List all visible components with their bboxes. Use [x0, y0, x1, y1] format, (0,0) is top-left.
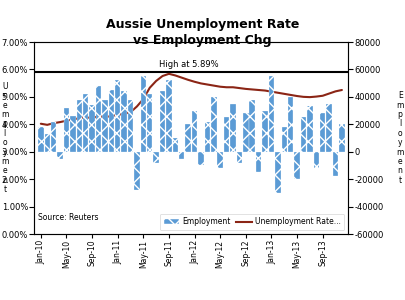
Bar: [211, 97, 217, 152]
Bar: [237, 152, 242, 163]
Bar: [90, 105, 95, 152]
Text: High at 5.89%: High at 5.89%: [159, 60, 218, 69]
Bar: [134, 152, 140, 190]
Bar: [288, 97, 293, 152]
Bar: [185, 124, 191, 152]
Bar: [192, 111, 197, 152]
Text: Aussie Unemployment Rate
vs Employment Chg: Aussie Unemployment Rate vs Employment C…: [106, 18, 299, 47]
Bar: [77, 100, 82, 152]
Bar: [230, 104, 236, 152]
Bar: [153, 152, 159, 163]
Bar: [224, 117, 229, 152]
Text: Source: Reuters: Source: Reuters: [38, 214, 98, 223]
Bar: [96, 86, 101, 152]
Bar: [256, 152, 261, 172]
Bar: [64, 108, 69, 152]
Bar: [249, 100, 255, 152]
Bar: [301, 117, 306, 152]
Bar: [294, 152, 300, 179]
Text: E
m
p
l
o
y
m
e
n
t: E m p l o y m e n t: [396, 92, 404, 184]
Bar: [45, 134, 50, 152]
Bar: [147, 94, 152, 152]
Bar: [141, 76, 146, 152]
Bar: [320, 113, 325, 152]
Bar: [281, 127, 287, 152]
Bar: [217, 152, 223, 168]
Bar: [339, 124, 345, 152]
Bar: [198, 152, 204, 165]
Bar: [243, 113, 249, 152]
Text: U
n
e
m
p
l
o
y
m
e
n
t: U n e m p l o y m e n t: [1, 82, 9, 194]
Bar: [262, 111, 268, 152]
Bar: [115, 80, 120, 152]
Bar: [173, 138, 178, 152]
Bar: [122, 92, 127, 152]
Bar: [102, 100, 108, 152]
Bar: [58, 152, 63, 159]
Bar: [109, 90, 114, 152]
Bar: [128, 100, 133, 152]
Bar: [70, 116, 76, 152]
Bar: [83, 94, 88, 152]
Bar: [307, 106, 313, 152]
Bar: [269, 76, 274, 152]
Bar: [326, 104, 332, 152]
Bar: [179, 152, 184, 159]
Bar: [38, 127, 44, 152]
Bar: [166, 80, 172, 152]
Bar: [275, 152, 281, 193]
Bar: [205, 122, 210, 152]
Bar: [51, 122, 56, 152]
Bar: [313, 152, 319, 168]
Bar: [160, 92, 165, 152]
Legend: Employment, Unemployment Rate...: Employment, Unemployment Rate...: [160, 214, 345, 230]
Bar: [333, 152, 338, 176]
